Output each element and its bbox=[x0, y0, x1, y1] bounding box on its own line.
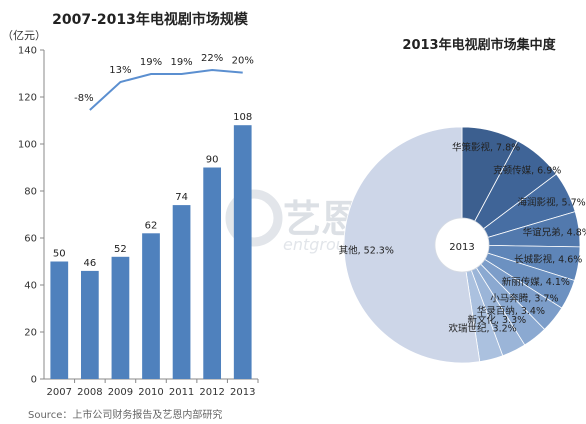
watermark-logo-icon bbox=[225, 189, 283, 247]
bar-value-label: 50 bbox=[53, 249, 66, 260]
y-tick-label: 140 bbox=[18, 46, 37, 57]
x-tick-label: 2011 bbox=[169, 387, 194, 398]
growth-rate-label: -8% bbox=[74, 93, 93, 104]
x-tick-label: 2009 bbox=[108, 387, 133, 398]
bar-value-label: 62 bbox=[145, 220, 158, 231]
bar bbox=[172, 205, 191, 379]
bar-chart-data-labels: 50 46 52 62 74 90 108 bbox=[53, 112, 252, 269]
growth-rate-label: 22% bbox=[201, 53, 223, 64]
pie-center-label: 2013 bbox=[449, 242, 474, 253]
pie-chart bbox=[343, 126, 581, 364]
pie-slice-label: 海润影视, 5.7% bbox=[518, 197, 586, 209]
x-tick-label: 2008 bbox=[77, 387, 102, 398]
bar bbox=[80, 270, 99, 379]
pie-slice-label: 华录百纳, 3.4% bbox=[477, 305, 545, 317]
bar-chart-bars bbox=[50, 125, 252, 379]
x-tick-label: 2012 bbox=[199, 387, 224, 398]
pie-slice-label: 长城影视, 4.6% bbox=[514, 253, 582, 265]
growth-rate-label: 19% bbox=[170, 57, 192, 68]
x-tick-label: 2013 bbox=[230, 387, 255, 398]
watermark-brand-en: entgroup bbox=[283, 235, 356, 254]
bar-value-label: 108 bbox=[233, 112, 252, 123]
y-tick-label: 80 bbox=[24, 187, 37, 198]
source-note: Source：上市公司财务报告及艺恩内部研究 bbox=[28, 408, 222, 421]
bar bbox=[142, 233, 160, 379]
bar bbox=[203, 167, 222, 379]
bar-chart-axes: 0 20 40 60 80 100 120 140 2007 2008 2009 2010 2011 20… bbox=[18, 46, 259, 398]
pie-slice-label: 新丽传媒, 4.1% bbox=[502, 276, 570, 288]
growth-rate-label: 20% bbox=[232, 56, 254, 67]
bar bbox=[50, 261, 69, 379]
bar-chart-unit: （亿元） bbox=[2, 29, 46, 42]
growth-rate-label: 13% bbox=[109, 65, 131, 76]
bar-value-label: 52 bbox=[114, 244, 127, 255]
bar bbox=[233, 125, 252, 379]
pie-chart-title: 2013年电视剧市场集中度 bbox=[402, 37, 556, 53]
pie-slice-label: 新文化, 3.3% bbox=[468, 314, 527, 326]
x-tick-label: 2007 bbox=[47, 387, 72, 398]
pie-chart-labels: 华策影视, 7.8% 克顿传媒, 6.9% 海润影视, 5.7% 华谊兄弟, 4.8%… bbox=[339, 142, 586, 335]
bar bbox=[111, 256, 130, 379]
bar-chart-title: 2007-2013年电视剧市场规模 bbox=[52, 11, 249, 28]
pie-slice-label: 其他, 52.3% bbox=[339, 245, 394, 257]
growth-rate-series: -8% 13% 19% 19% 22% 20% bbox=[74, 53, 254, 111]
bar-value-label: 74 bbox=[175, 192, 188, 203]
y-tick-label: 100 bbox=[18, 140, 37, 151]
growth-rate-label: 19% bbox=[140, 57, 162, 68]
pie-slice-label: 小马奔腾, 3.7% bbox=[490, 292, 558, 304]
y-tick-label: 20 bbox=[24, 328, 37, 339]
y-tick-label: 120 bbox=[18, 93, 37, 104]
pie-slice-label: 欢瑞世纪, 3.2% bbox=[448, 322, 516, 334]
bar-value-label: 90 bbox=[206, 155, 219, 166]
bar-value-label: 46 bbox=[83, 258, 96, 269]
y-tick-label: 60 bbox=[24, 234, 37, 245]
pie-slice-label: 华谊兄弟, 4.8% bbox=[523, 227, 586, 239]
pie-slice bbox=[343, 126, 481, 364]
x-tick-label: 2010 bbox=[138, 387, 163, 398]
pie-center-hole bbox=[434, 217, 490, 273]
pie-slice-label: 克顿传媒, 6.9% bbox=[493, 165, 561, 177]
y-tick-label: 40 bbox=[24, 281, 37, 292]
growth-rate-line bbox=[89, 68, 243, 111]
pie-slice-label: 华策影视, 7.8% bbox=[452, 142, 520, 154]
y-tick-label: 0 bbox=[31, 375, 37, 386]
